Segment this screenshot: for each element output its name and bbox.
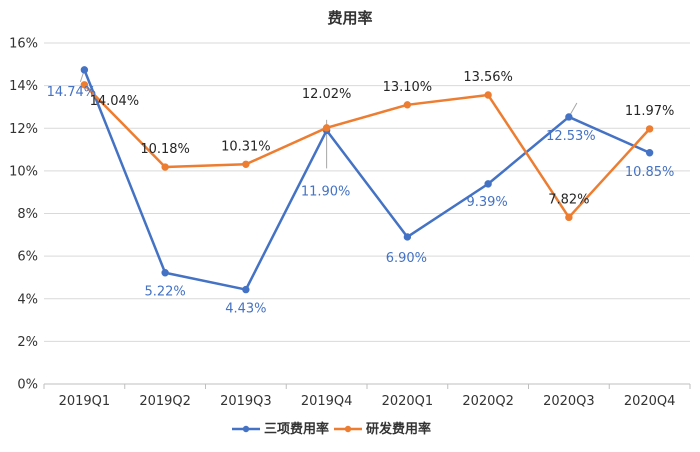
series-line [83,83,651,219]
data-label: 5.22% [144,285,185,300]
data-label: 14.74% [47,85,97,100]
series-2 [80,81,654,222]
data-point [645,149,654,157]
data-point [403,233,412,241]
series-line [83,69,651,291]
data-label: 7.82% [548,192,589,207]
chart-title: 费用率 [327,9,372,27]
data-point [403,101,412,109]
data-point [80,81,89,89]
data-label: 11.97% [625,104,675,119]
y-tick-label: 14% [9,79,38,94]
legend-item: 三项费用率 [232,421,329,437]
data-point [565,113,573,121]
data-point [322,124,331,132]
data-label: 10.31% [221,139,271,154]
y-tick-label: 0% [17,378,38,393]
y-tick-label: 16% [9,37,38,52]
axes: 0% 2% 4% 6% 8% 10% 12% 14% 16% 2019Q1 2019Q2 2019Q3… [9,37,691,409]
x-tick-label: 2019Q4 [301,394,353,409]
y-tick-label: 4% [17,292,38,307]
legend-label: 研发费用率 [366,421,431,437]
data-point [242,160,250,168]
data-label: 10.85% [625,165,675,180]
data-label: 9.39% [466,195,507,210]
y-tick-label: 8% [17,207,38,222]
legend-label: 三项费用率 [264,421,329,437]
legend-item: 研发费用率 [334,421,431,437]
data-label: 12.02% [302,87,352,102]
x-tick-label: 2020Q2 [462,394,514,409]
data-label: 4.43% [225,302,266,317]
data-label: 13.56% [463,70,513,85]
x-tick-label: 2019Q1 [59,394,111,409]
y-tick-label: 10% [9,164,38,179]
x-tick-label: 2020Q3 [543,394,595,409]
y-tick-label: 6% [17,250,38,265]
x-tick-label: 2020Q4 [624,394,676,409]
y-tick-label: 2% [17,335,38,350]
data-point [565,213,573,222]
data-label: 6.90% [386,251,427,266]
data-label: 10.18% [140,142,190,157]
legend: 三项费用率 研发费用率 [232,421,431,437]
data-point [484,180,492,188]
legend-marker [344,425,352,433]
series-1 [80,66,654,294]
data-point [645,125,654,133]
x-tick-label: 2020Q1 [382,394,434,409]
data-label: 13.10% [383,80,433,95]
data-point [80,66,89,74]
data-label: 14.04% [90,94,140,109]
data-point [484,91,492,99]
data-labels: 14.74% 5.22% 4.43% 11.90% 6.90% 9.39% 12.53% 10… [47,70,675,317]
data-label: 11.90% [301,184,351,199]
gridlines [44,42,690,385]
data-point [161,163,169,171]
data-point [161,269,169,277]
series-layer [80,66,654,294]
data-label: 12.53% [546,129,596,144]
y-tick-label: 12% [9,122,38,137]
x-tick-label: 2019Q3 [220,394,272,409]
data-point [242,285,250,294]
x-tick-label: 2019Q2 [139,394,191,409]
legend-marker [242,425,250,433]
